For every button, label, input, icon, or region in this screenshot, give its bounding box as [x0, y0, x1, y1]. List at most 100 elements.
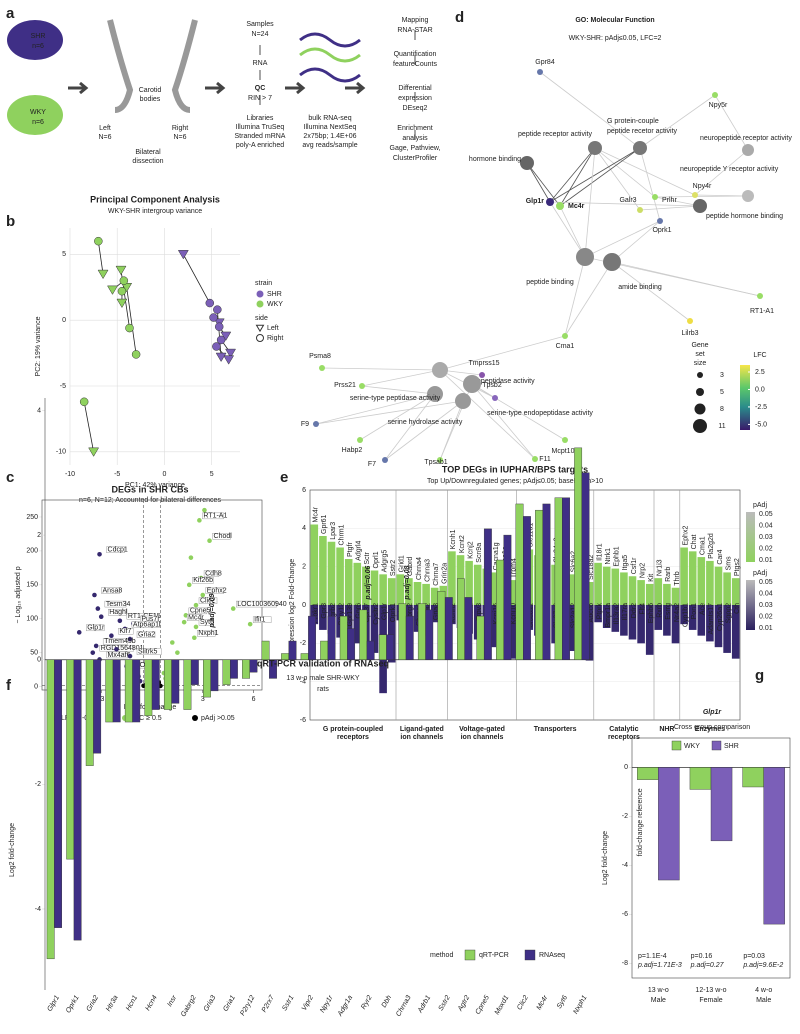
y-tick-label: 4	[302, 525, 306, 532]
bar	[688, 551, 697, 605]
x-tick-label: P2ry12	[239, 994, 256, 1017]
edge	[714, 94, 749, 151]
network-node	[588, 141, 602, 155]
label: 0.05	[759, 579, 773, 586]
bar	[542, 503, 551, 660]
bar	[151, 659, 160, 710]
group-label: NHR	[659, 726, 674, 733]
legend-label: WKY	[684, 743, 700, 750]
reads	[299, 47, 361, 63]
network-node	[576, 248, 594, 266]
point	[213, 305, 222, 314]
point	[202, 507, 207, 513]
gene-label: Pla2g2d	[708, 533, 715, 559]
x-tick-label: Nxph1	[572, 994, 588, 1015]
point	[127, 653, 133, 659]
node-label: Oprk1	[652, 227, 671, 234]
gene-label: Slc11a1	[528, 523, 535, 548]
point-label: Slitrk5	[138, 648, 158, 655]
edge	[594, 147, 656, 198]
y-tick-label: 0	[62, 317, 66, 324]
gene-label: Ptprk	[596, 603, 603, 620]
node-label: peptide receptor activity	[518, 131, 592, 138]
point-label: Nxph1	[198, 630, 218, 637]
edge	[361, 385, 436, 395]
plot-frame	[309, 489, 741, 721]
point-label: Cdh8	[205, 570, 222, 577]
label: WKY	[30, 109, 46, 116]
x-tick-label: Cpne5	[474, 994, 490, 1015]
bar	[620, 572, 628, 605]
node-label: Lilrb3	[681, 330, 698, 337]
bar	[171, 659, 180, 704]
point-label: RT1-A1	[203, 513, 227, 520]
point-label: Tmem45b	[104, 638, 136, 645]
bar	[574, 447, 583, 660]
edge	[315, 400, 464, 425]
edge	[384, 393, 436, 461]
bar	[723, 572, 731, 605]
gene-label: Cth	[734, 603, 741, 614]
node-label: RT1-A1	[750, 308, 774, 315]
bar	[663, 583, 671, 605]
bar	[387, 578, 396, 605]
legend-label: LFC ≥ 0.5	[131, 715, 162, 722]
lfc-colorbar	[740, 365, 750, 430]
title: Principal Component Analysis	[90, 194, 220, 204]
gene-label: Sctr	[364, 552, 371, 565]
x-tick-label: Clic2	[516, 994, 530, 1011]
y-tick-label: -6	[300, 717, 306, 724]
y-label: Log2 fold-change	[9, 823, 16, 877]
bar	[132, 659, 141, 723]
edge	[549, 201, 586, 258]
point-label: RGD1564801	[101, 645, 144, 652]
point-label: Clic2	[200, 598, 216, 605]
arrow	[205, 81, 226, 95]
bar	[568, 605, 577, 651]
point	[216, 335, 226, 345]
y-tick-label: 200	[26, 548, 38, 555]
bar	[425, 609, 434, 660]
point	[230, 606, 236, 611]
bar	[637, 767, 659, 780]
label-box	[203, 570, 220, 577]
legend-swatch	[256, 290, 264, 298]
label: Samples	[246, 21, 274, 28]
x-tick-label: -5	[114, 471, 120, 478]
point-label: Kif7	[119, 628, 131, 635]
reads	[299, 32, 361, 83]
network-node	[532, 456, 538, 462]
label-box	[188, 607, 208, 615]
gene-label: Lpar3	[330, 522, 337, 540]
bar	[491, 605, 499, 648]
network-node	[479, 372, 485, 378]
label: QC	[255, 85, 266, 92]
bar	[378, 634, 387, 660]
x-tick-label: Gabrg2	[180, 994, 198, 1018]
network-node	[556, 202, 564, 210]
gene-label: Car4	[717, 549, 724, 564]
network-node	[637, 207, 643, 213]
bar	[112, 659, 121, 723]
x-tick-label: 4 w-o	[755, 987, 772, 994]
gene-label: Esrrg	[665, 603, 672, 620]
gene-label: Mc4r	[313, 506, 320, 522]
gene-label: Chrna4	[416, 557, 423, 580]
gene-label: Rxrb	[657, 603, 664, 618]
y-tick-label: -2	[622, 813, 628, 820]
edge	[361, 369, 441, 387]
edge	[526, 162, 551, 203]
label: RNA	[253, 60, 268, 67]
network-node	[437, 457, 443, 463]
label-box	[136, 631, 156, 638]
x-tick-label: Ryr2	[360, 994, 374, 1010]
network-node	[357, 437, 363, 443]
lfc-tick-label: 2.5	[755, 369, 765, 376]
label-box	[252, 616, 272, 623]
legend-label: RNAseq	[539, 952, 565, 959]
x-tick-label: Gria1	[222, 994, 237, 1012]
network-node	[319, 365, 325, 371]
edge	[559, 147, 596, 207]
pair-line	[126, 287, 137, 355]
node-label: Tpsab1	[424, 459, 447, 466]
